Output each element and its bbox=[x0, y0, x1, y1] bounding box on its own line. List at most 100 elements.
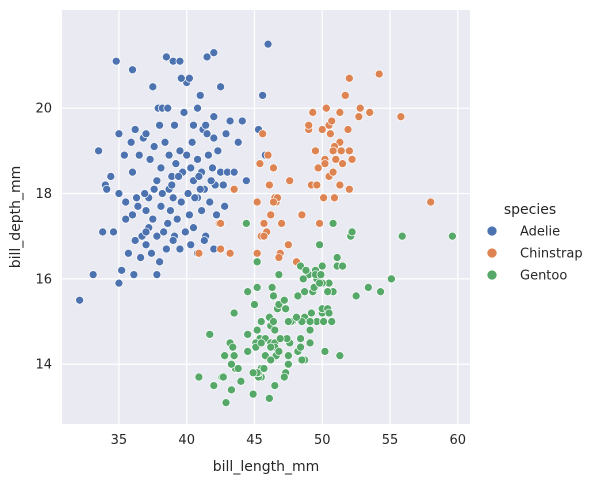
data-point-gentoo bbox=[397, 231, 407, 241]
data-point-gentoo bbox=[248, 368, 258, 378]
data-point-gentoo bbox=[351, 291, 361, 301]
data-point-adelie bbox=[102, 184, 112, 194]
data-point-chinstrap bbox=[225, 248, 235, 258]
data-point-chinstrap bbox=[311, 146, 320, 156]
data-point-gentoo bbox=[297, 355, 307, 365]
data-point-adelie bbox=[263, 39, 273, 49]
data-point-chinstrap bbox=[321, 103, 331, 113]
y-tick-label: 18 bbox=[35, 187, 52, 202]
data-point-chinstrap bbox=[315, 219, 324, 228]
data-point-adelie bbox=[140, 189, 150, 198]
x-tick-label: 35 bbox=[111, 433, 128, 448]
data-point-gentoo bbox=[274, 270, 284, 279]
data-point-gentoo bbox=[327, 317, 337, 326]
data-point-gentoo bbox=[267, 283, 277, 292]
data-point-adelie bbox=[201, 120, 211, 130]
data-point-chinstrap bbox=[319, 193, 328, 203]
data-point-adelie bbox=[117, 266, 126, 275]
data-point-adelie bbox=[121, 197, 131, 207]
data-point-adelie bbox=[174, 172, 183, 181]
data-point-adelie bbox=[180, 227, 190, 237]
y-tick-label: 16 bbox=[35, 272, 52, 287]
data-point-gentoo bbox=[305, 317, 315, 326]
data-point-chinstrap bbox=[285, 176, 295, 186]
data-point-gentoo bbox=[252, 325, 262, 335]
data-point-adelie bbox=[221, 129, 231, 139]
data-point-adelie bbox=[209, 48, 219, 58]
data-point-gentoo bbox=[256, 338, 266, 348]
data-point-adelie bbox=[136, 253, 145, 262]
data-point-adelie bbox=[167, 180, 177, 190]
data-point-adelie bbox=[175, 56, 185, 66]
data-point-gentoo bbox=[324, 308, 334, 318]
data-point-adelie bbox=[130, 125, 140, 134]
data-point-adelie bbox=[149, 142, 159, 151]
data-point-adelie bbox=[176, 197, 186, 207]
data-point-adelie bbox=[189, 223, 198, 233]
data-point-chinstrap bbox=[347, 155, 357, 164]
data-point-gentoo bbox=[256, 317, 266, 326]
data-point-gentoo bbox=[293, 291, 303, 301]
data-point-chinstrap bbox=[216, 219, 225, 228]
data-point-gentoo bbox=[233, 364, 243, 373]
data-point-chinstrap bbox=[252, 197, 262, 207]
data-point-chinstrap bbox=[326, 129, 335, 139]
legend-marker-adelie bbox=[486, 225, 498, 237]
data-point-adelie bbox=[155, 257, 164, 267]
data-point-adelie bbox=[163, 103, 173, 113]
y-axis-ticks: 14 16 18 20 bbox=[35, 102, 52, 373]
data-point-adelie bbox=[156, 201, 166, 211]
data-point-adelie bbox=[171, 159, 181, 168]
data-point-gentoo bbox=[305, 338, 315, 348]
data-point-chinstrap bbox=[354, 112, 364, 122]
data-point-chinstrap bbox=[255, 159, 265, 168]
data-point-adelie bbox=[193, 155, 202, 164]
data-point-chinstrap bbox=[345, 184, 354, 194]
data-point-chinstrap bbox=[269, 197, 278, 207]
data-point-chinstrap bbox=[259, 231, 269, 241]
data-point-adelie bbox=[141, 206, 151, 215]
data-point-adelie bbox=[94, 146, 103, 156]
data-point-gentoo bbox=[335, 351, 345, 361]
data-point-chinstrap bbox=[355, 103, 365, 113]
data-point-chinstrap bbox=[297, 210, 307, 220]
x-axis-ticks: 35 40 45 50 55 60 bbox=[111, 433, 466, 448]
data-point-adelie bbox=[185, 210, 194, 220]
data-point-adelie bbox=[220, 201, 230, 211]
data-point-adelie bbox=[133, 201, 143, 211]
data-point-adelie bbox=[162, 244, 171, 254]
data-point-adelie bbox=[98, 227, 108, 237]
data-point-adelie bbox=[124, 248, 133, 258]
data-point-adelie bbox=[156, 163, 166, 173]
data-point-adelie bbox=[114, 129, 124, 139]
data-point-adelie bbox=[183, 189, 193, 198]
data-point-adelie bbox=[185, 73, 194, 83]
legend-marker-gentoo bbox=[486, 269, 498, 281]
data-point-gentoo bbox=[236, 376, 246, 386]
data-point-gentoo bbox=[279, 372, 289, 382]
data-point-adelie bbox=[202, 52, 212, 62]
data-point-chinstrap bbox=[265, 180, 274, 190]
data-point-chinstrap bbox=[365, 108, 375, 117]
data-point-gentoo bbox=[275, 334, 285, 343]
data-point-chinstrap bbox=[338, 159, 347, 168]
data-point-adelie bbox=[152, 270, 162, 279]
data-point-chinstrap bbox=[335, 108, 345, 117]
data-point-gentoo bbox=[266, 342, 276, 352]
data-point-chinstrap bbox=[320, 159, 330, 168]
data-point-adelie bbox=[141, 129, 151, 139]
data-point-adelie bbox=[199, 236, 209, 245]
data-point-gentoo bbox=[228, 342, 238, 352]
data-point-gentoo bbox=[227, 359, 236, 369]
data-point-adelie bbox=[162, 52, 171, 62]
data-point-adelie bbox=[128, 167, 137, 177]
data-point-adelie bbox=[225, 116, 235, 126]
data-point-adelie bbox=[209, 133, 219, 143]
data-point-adelie bbox=[258, 91, 267, 100]
data-point-gentoo bbox=[281, 304, 291, 314]
data-point-chinstrap bbox=[229, 184, 239, 194]
data-point-chinstrap bbox=[345, 73, 354, 83]
data-point-adelie bbox=[182, 150, 192, 160]
y-axis-label: bill_depth_mm bbox=[8, 166, 24, 269]
data-point-adelie bbox=[172, 214, 182, 224]
